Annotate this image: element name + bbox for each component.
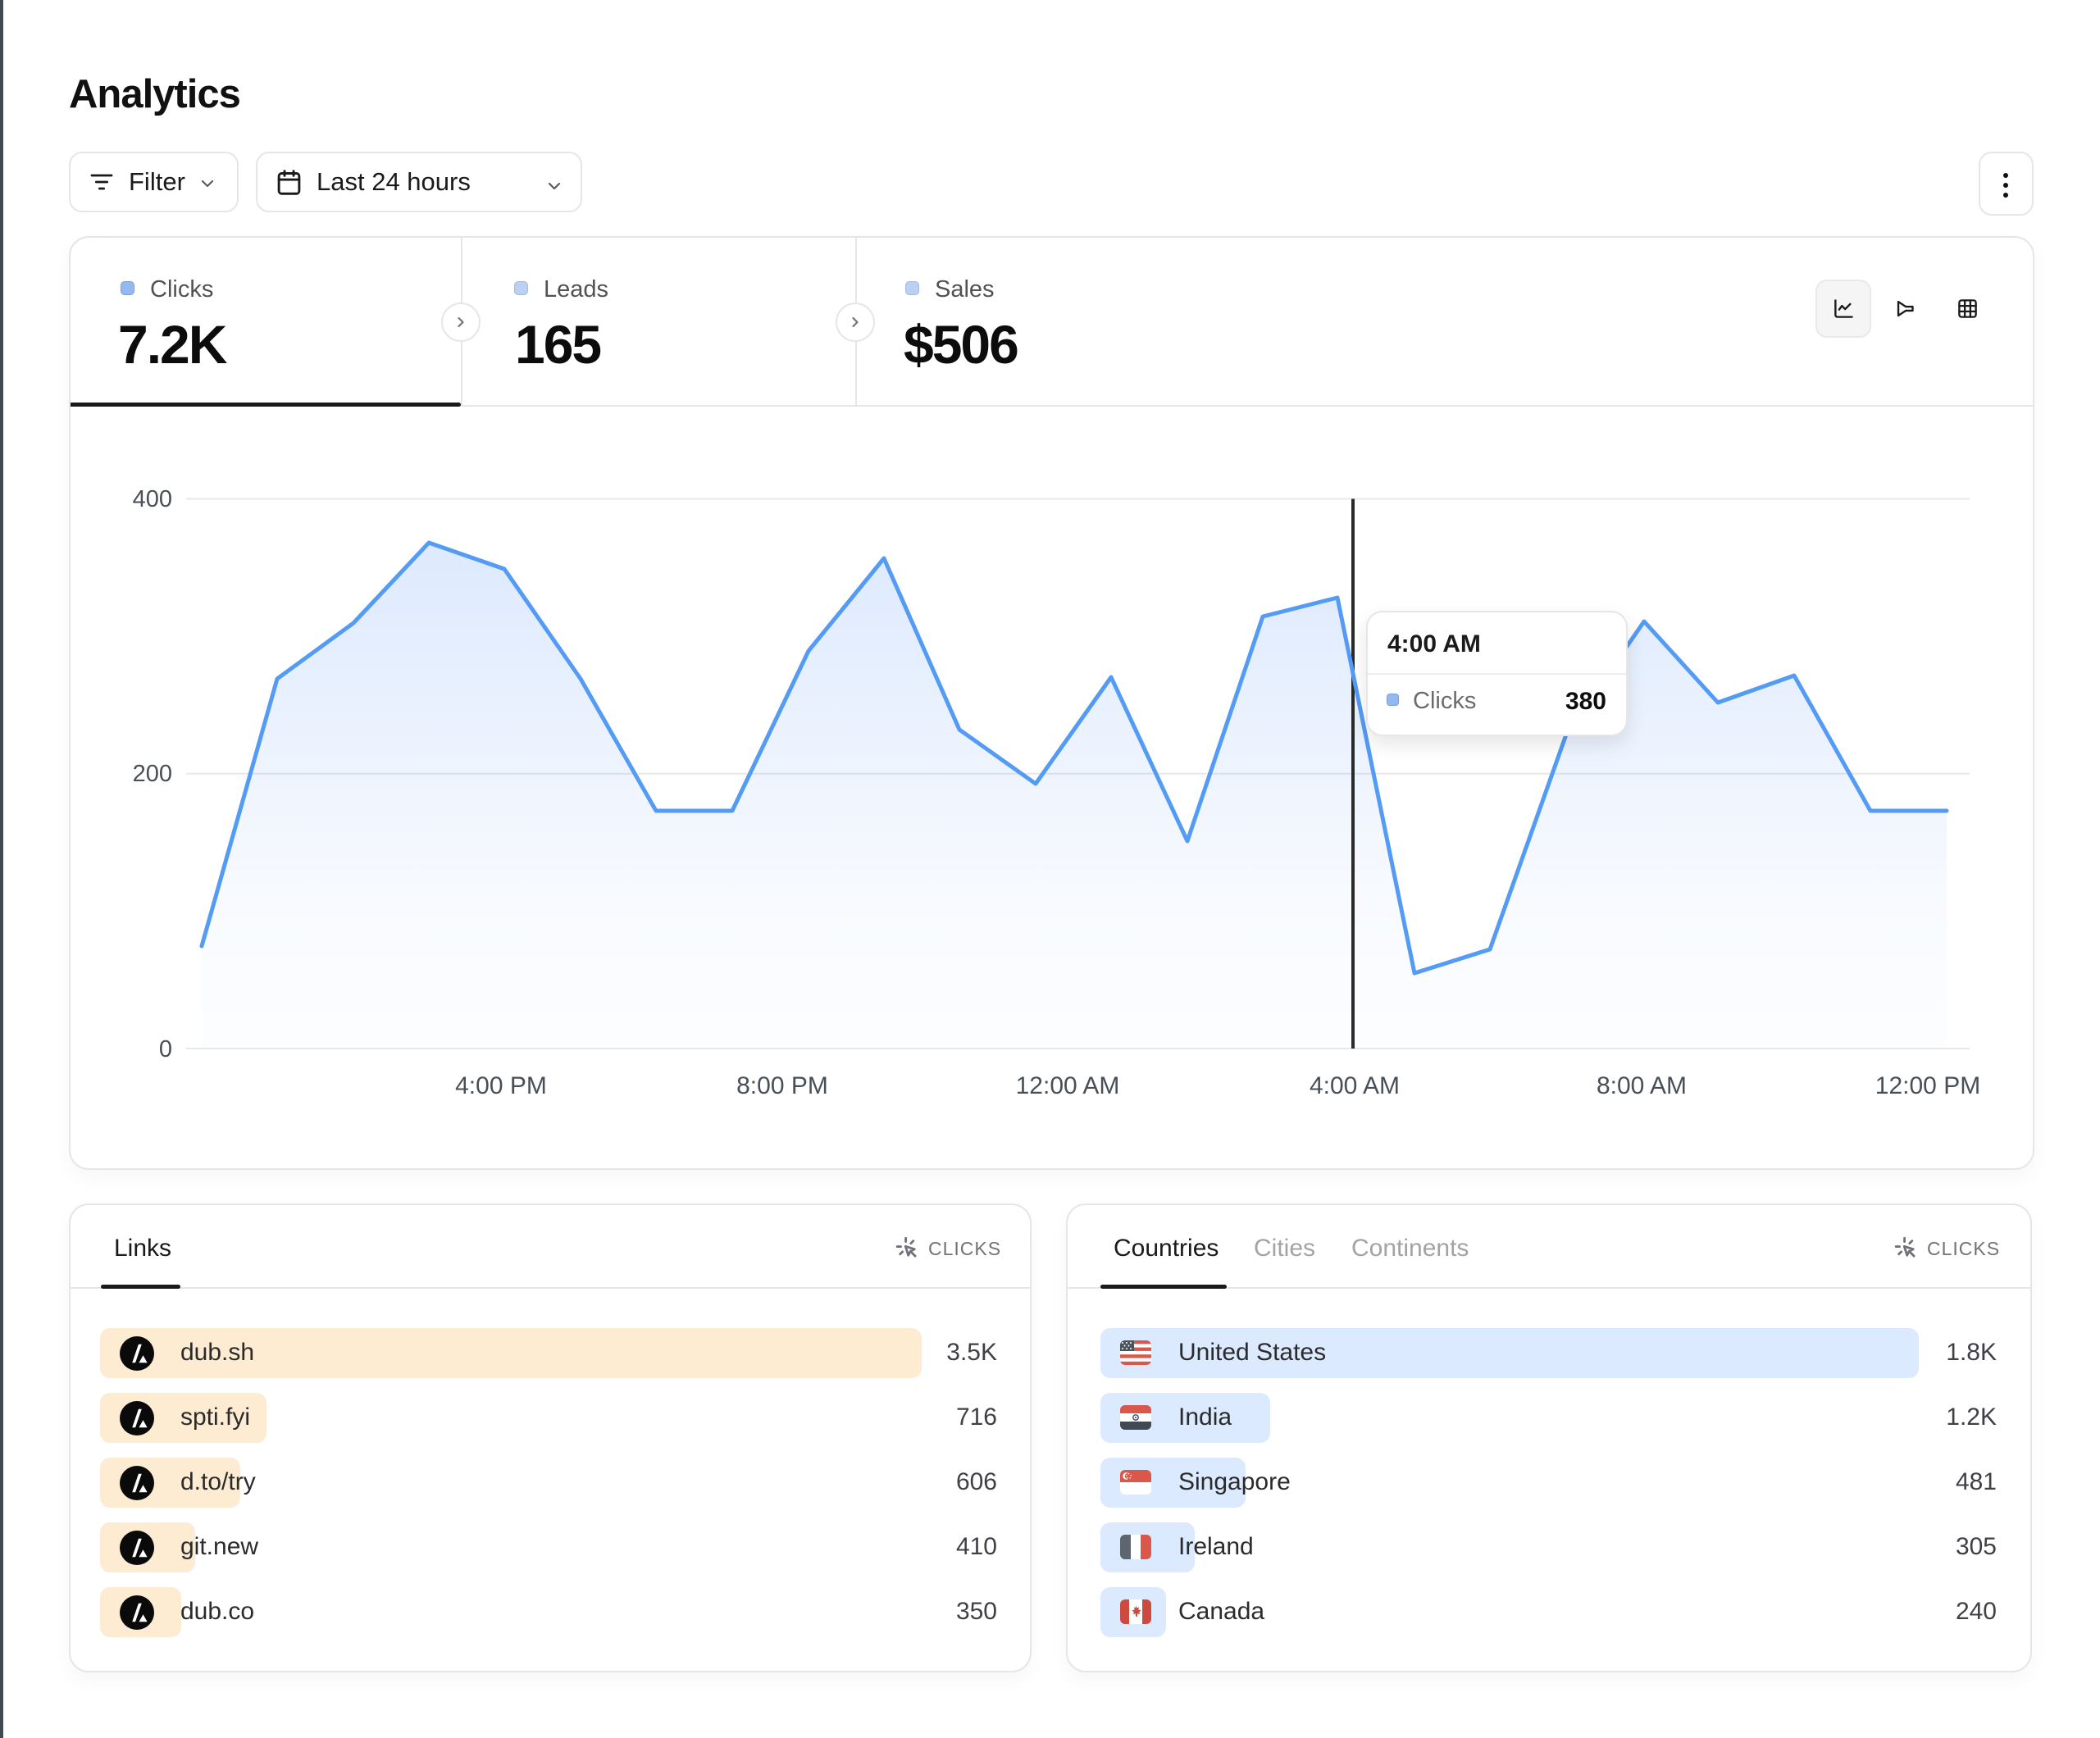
svg-text:8:00 PM: 8:00 PM xyxy=(736,1072,828,1099)
svg-text:400: 400 xyxy=(133,486,172,512)
svg-text:8:00 AM: 8:00 AM xyxy=(1597,1072,1687,1099)
svg-text:200: 200 xyxy=(133,761,172,787)
svg-text:12:00 PM: 12:00 PM xyxy=(1875,1072,1980,1099)
svg-text:12:00 AM: 12:00 AM xyxy=(1016,1072,1120,1099)
svg-text:0: 0 xyxy=(159,1036,172,1062)
svg-text:4:00 PM: 4:00 PM xyxy=(455,1072,547,1099)
svg-text:4:00 AM: 4:00 AM xyxy=(1310,1072,1400,1099)
